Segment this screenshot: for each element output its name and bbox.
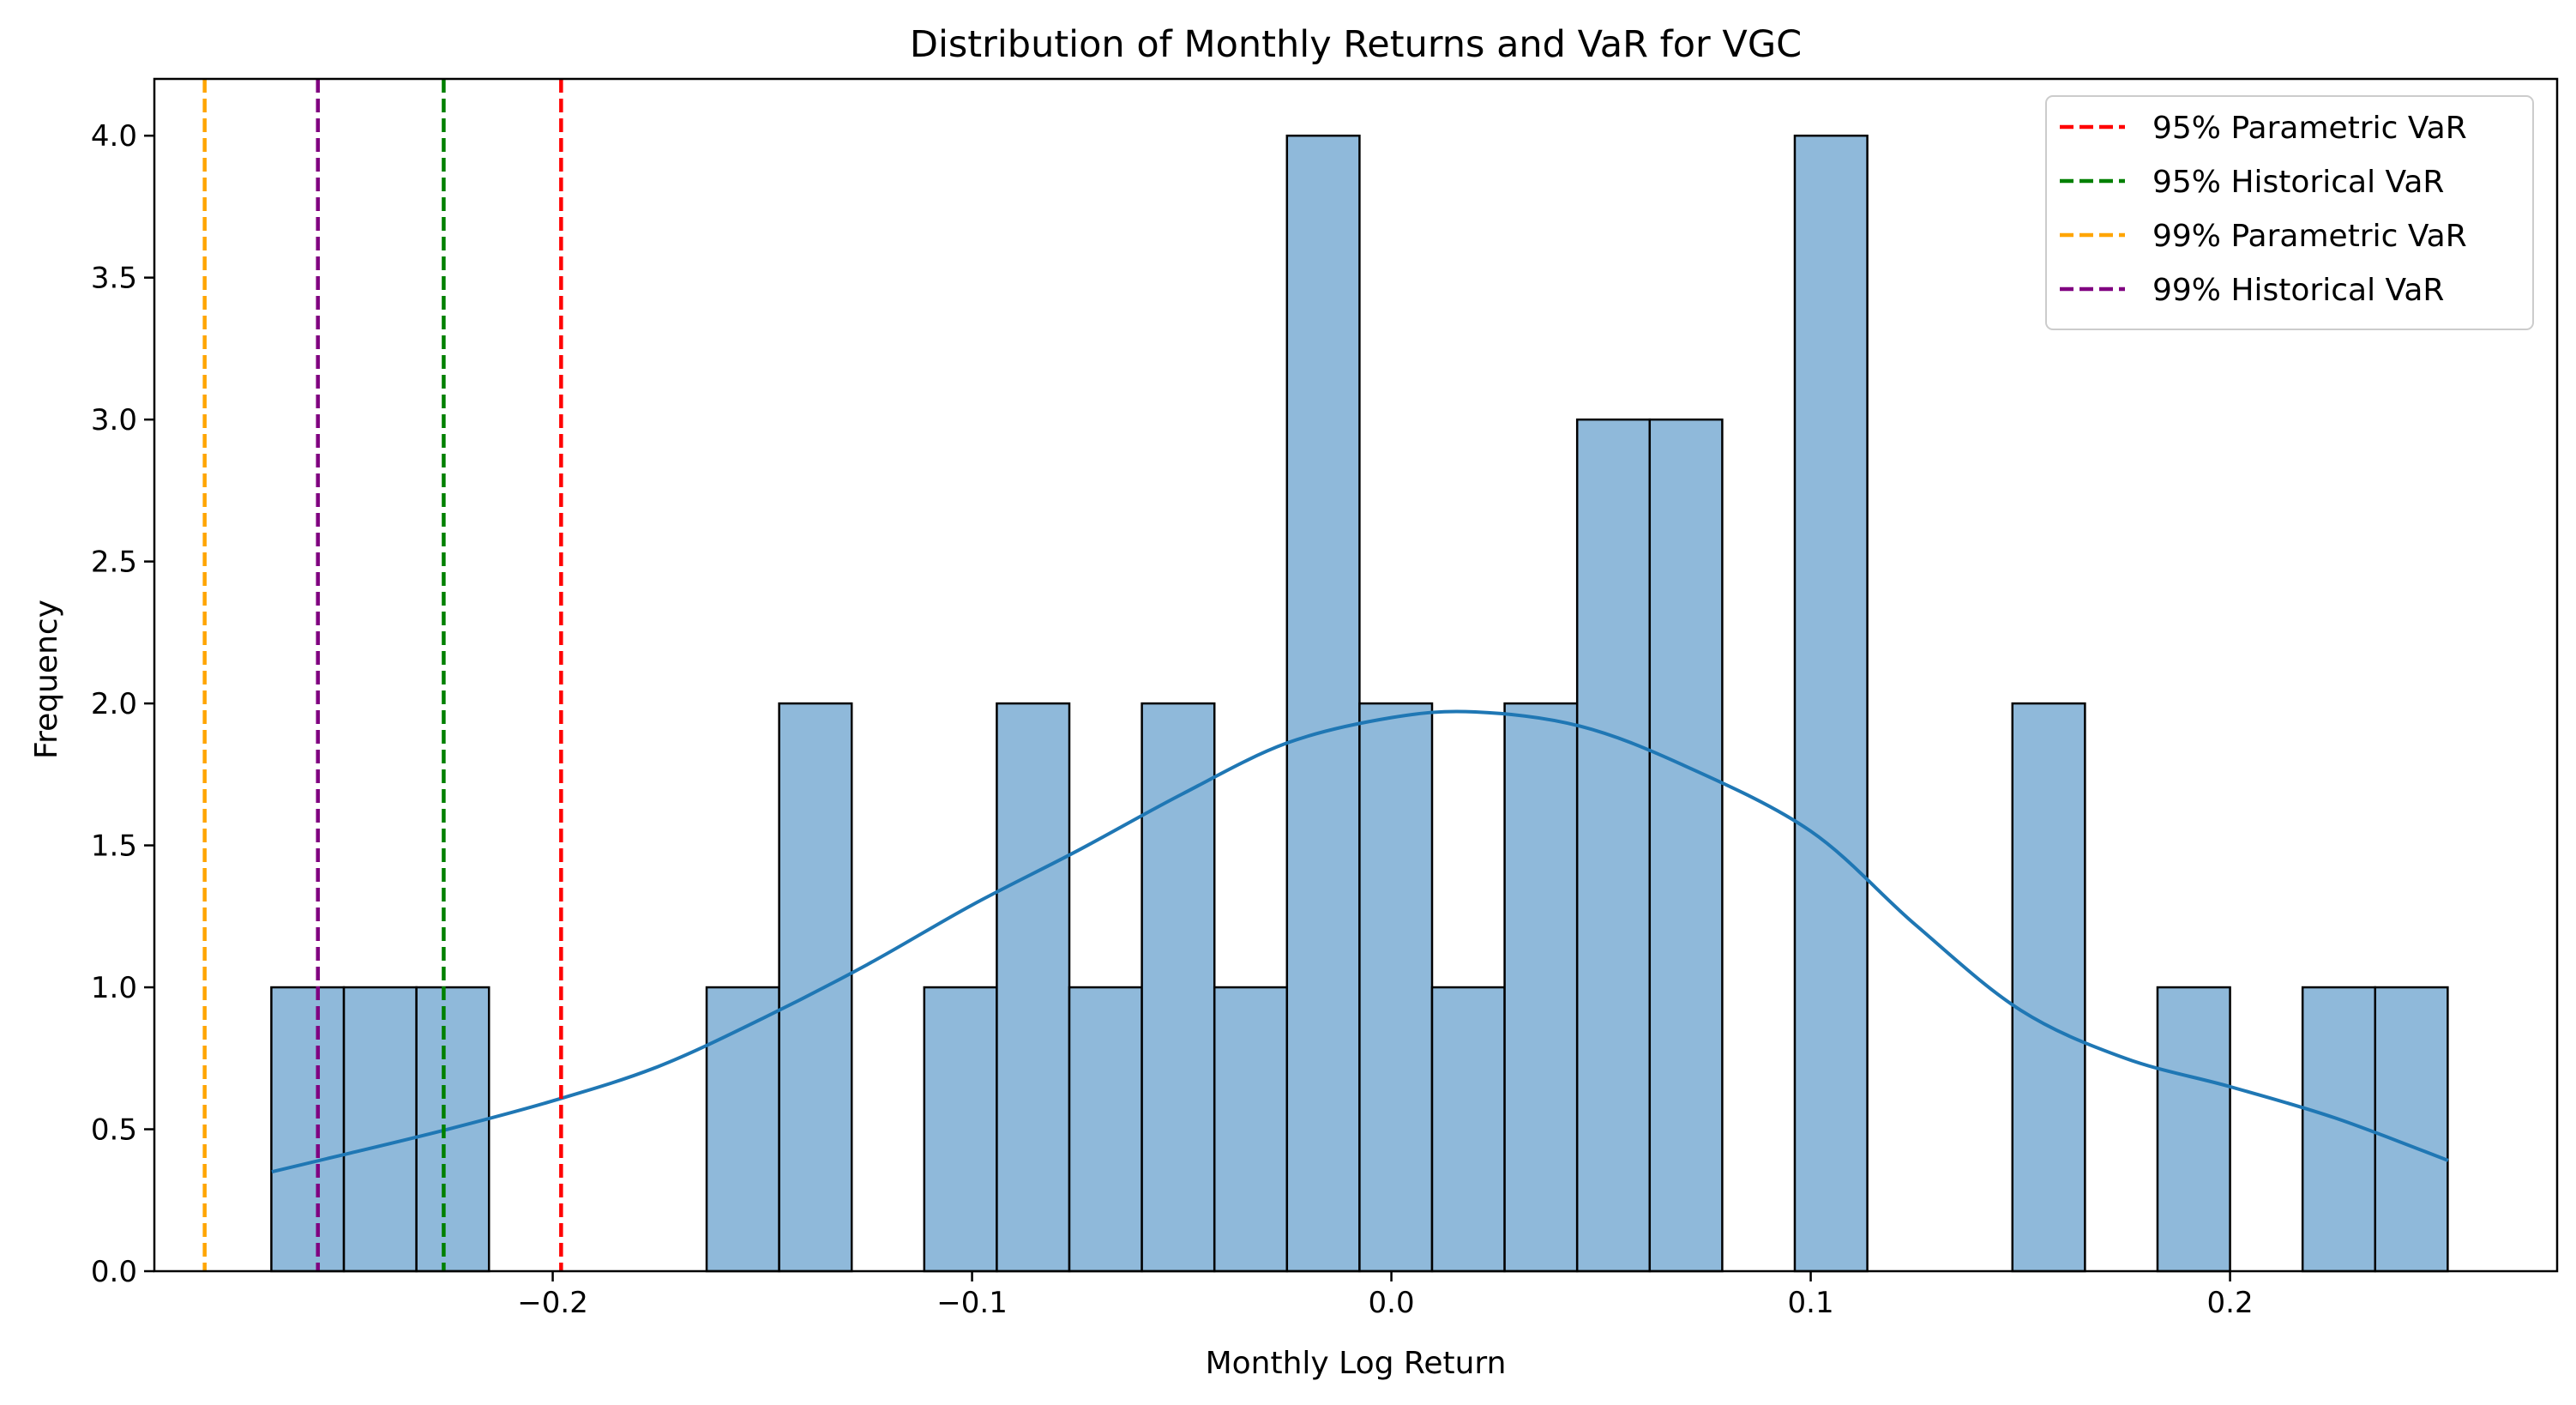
y-tick-label: 3.0 xyxy=(91,403,137,437)
histogram-bar xyxy=(996,702,1071,1273)
y-tick-label: 2.5 xyxy=(91,546,137,580)
legend: 95% Parametric VaR 95% Historical VaR 99% … xyxy=(2045,95,2534,330)
x-axis-label: Monthly Log Return xyxy=(1206,1346,1507,1381)
x-tick-label: −0.1 xyxy=(936,1286,1008,1320)
legend-label: 99% Historical VaR xyxy=(2152,273,2444,308)
histogram-bar xyxy=(923,986,998,1273)
histogram-bar xyxy=(270,986,346,1273)
histogram-bar xyxy=(1503,702,1579,1273)
legend-box xyxy=(2045,95,2534,330)
y-axis-ticks: 0.0 0.5 1.0 1.5 2.0 2.5 3.0 3.5 4.0 xyxy=(91,119,154,1289)
y-tick-label: 2.0 xyxy=(91,687,137,721)
histogram-bar xyxy=(2374,986,2449,1273)
y-tick-label: 4.0 xyxy=(91,119,137,154)
legend-label: 95% Parametric VaR xyxy=(2152,111,2467,146)
kde-curve xyxy=(271,709,2449,1174)
x-tick-label: 0.1 xyxy=(1788,1286,1834,1320)
y-tick-label: 0.5 xyxy=(91,1113,137,1148)
histogram-bar xyxy=(2011,702,2086,1273)
histogram-bars xyxy=(270,134,2449,1273)
histogram-bar xyxy=(1213,986,1289,1273)
y-tick-label: 0.0 xyxy=(91,1255,137,1289)
y-tick-label: 1.5 xyxy=(91,829,137,864)
x-tick-label: 0.0 xyxy=(1369,1286,1415,1320)
legend-label: 99% Parametric VaR xyxy=(2152,219,2467,254)
histogram-bar xyxy=(1793,134,1869,1273)
kde-curve-layer xyxy=(271,709,2449,1174)
histogram-bar xyxy=(1068,986,1143,1273)
histogram-bar xyxy=(1285,134,1361,1273)
histogram-bar xyxy=(1358,702,1434,1273)
histogram-bar xyxy=(1141,702,1216,1273)
x-tick-label: −0.2 xyxy=(517,1286,588,1320)
y-tick-label: 1.0 xyxy=(91,971,137,1005)
y-axis-label: Frequency xyxy=(29,600,64,759)
x-axis-ticks: −0.2 −0.1 0.0 0.1 0.2 xyxy=(517,1271,2254,1320)
histogram-bar xyxy=(1575,418,1652,1273)
legend-label: 95% Historical VaR xyxy=(2152,165,2444,200)
y-tick-label: 3.5 xyxy=(91,262,137,296)
var-lines xyxy=(202,79,563,1271)
histogram-bar xyxy=(778,702,853,1273)
histogram-bar xyxy=(342,986,418,1273)
x-tick-label: 0.2 xyxy=(2207,1286,2254,1320)
histogram-bar xyxy=(1648,418,1724,1273)
histogram-bar xyxy=(1430,986,1506,1273)
histogram-bar xyxy=(2156,986,2231,1273)
plot-frame xyxy=(153,77,2559,1273)
chart-title: Distribution of Monthly Returns and VaR … xyxy=(910,23,1802,66)
